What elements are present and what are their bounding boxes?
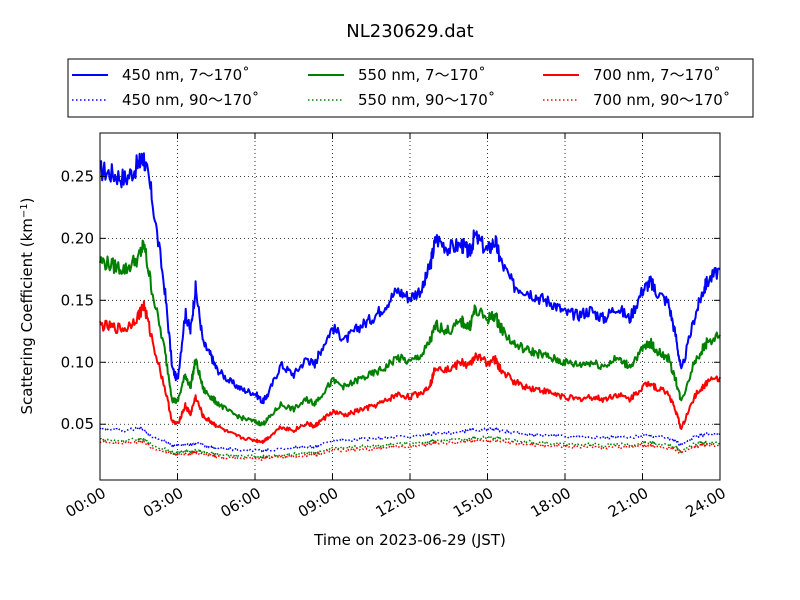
x-tick-label: 15:00 — [450, 484, 496, 521]
x-tick-label: 00:00 — [62, 484, 108, 521]
legend-box — [67, 58, 754, 118]
legend-label: 700 nm, 90～170˚ — [593, 91, 730, 109]
legend-label: 550 nm, 7～170˚ — [358, 66, 486, 84]
y-tick-label: 0.05 — [61, 415, 94, 433]
series-line — [99, 435, 721, 459]
x-tick-label: 18:00 — [527, 484, 573, 521]
y-tick-label: 0.15 — [61, 291, 94, 309]
series-line — [99, 152, 721, 405]
x-tick-label: 09:00 — [295, 484, 341, 521]
chart-legend: 450 nm, 7～170˚ 450 nm, 90～170˚ 550 nm, 7～1… — [67, 58, 754, 118]
y-axis-label-superscript: −1 — [19, 203, 30, 218]
y-axis-label-main: Scattering Coefficient (km — [18, 218, 36, 414]
grid-lines — [100, 133, 720, 480]
series-line — [99, 300, 721, 444]
x-tick-label: 06:00 — [217, 484, 263, 521]
legend-label: 450 nm, 90～170˚ — [122, 91, 259, 109]
legend-label: 450 nm, 7～170˚ — [122, 66, 250, 84]
x-tick-label: 12:00 — [372, 484, 418, 521]
series-line — [99, 426, 721, 453]
legend-label: 700 nm, 7～170˚ — [593, 66, 721, 84]
series-group — [99, 152, 721, 461]
x-tick-label: 24:00 — [682, 484, 728, 521]
y-tick-label: 0.10 — [61, 353, 94, 371]
y-ticks: 0.05 0.10 0.15 0.20 0.25 — [61, 167, 720, 433]
y-axis-label-end: ) — [18, 197, 36, 203]
chart-title: NL230629.dat — [346, 21, 473, 42]
series-line — [99, 239, 721, 427]
x-tick-label: 03:00 — [140, 484, 186, 521]
x-tick-label: 21:00 — [605, 484, 651, 521]
x-ticks: 00:00 03:00 06:00 09:00 12:00 15:00 18:00 21:00… — [62, 133, 729, 521]
y-axis-label: Scattering Coefficient (km−1) — [18, 197, 36, 414]
y-tick-label: 0.25 — [61, 167, 94, 185]
legend-label: 550 nm, 90～170˚ — [358, 91, 495, 109]
x-axis-label: Time on 2023-06-29 (JST) — [313, 531, 506, 549]
y-tick-label: 0.20 — [61, 229, 94, 247]
